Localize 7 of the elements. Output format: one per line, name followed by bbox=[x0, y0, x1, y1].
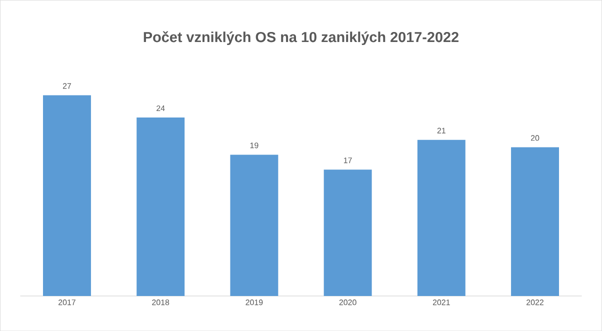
bar bbox=[511, 147, 559, 296]
bar bbox=[417, 140, 466, 296]
bar bbox=[136, 117, 185, 296]
chart-title: Počet vzniklých OS na 10 zaniklých 2017-2022 bbox=[144, 31, 458, 45]
bar bbox=[324, 170, 372, 296]
bar bbox=[230, 154, 278, 296]
bar bbox=[43, 95, 91, 296]
